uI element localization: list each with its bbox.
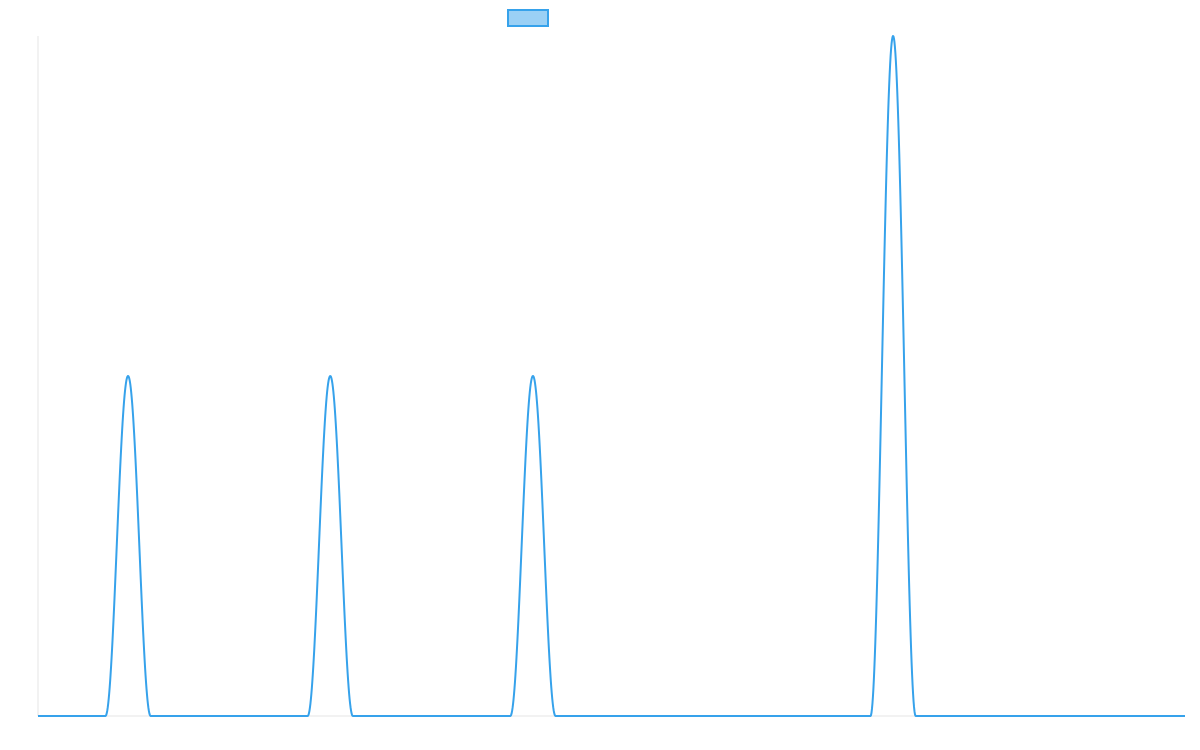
series-layer (37, 33, 1186, 717)
series-line (37, 35, 1186, 717)
legend[interactable] (507, 9, 549, 27)
legend-swatch[interactable] (507, 9, 549, 27)
axes (37, 36, 1185, 717)
peak-point[interactable] (530, 373, 536, 379)
peak-point[interactable] (890, 33, 896, 39)
peak-point[interactable] (327, 373, 333, 379)
peak-point[interactable] (125, 373, 131, 379)
